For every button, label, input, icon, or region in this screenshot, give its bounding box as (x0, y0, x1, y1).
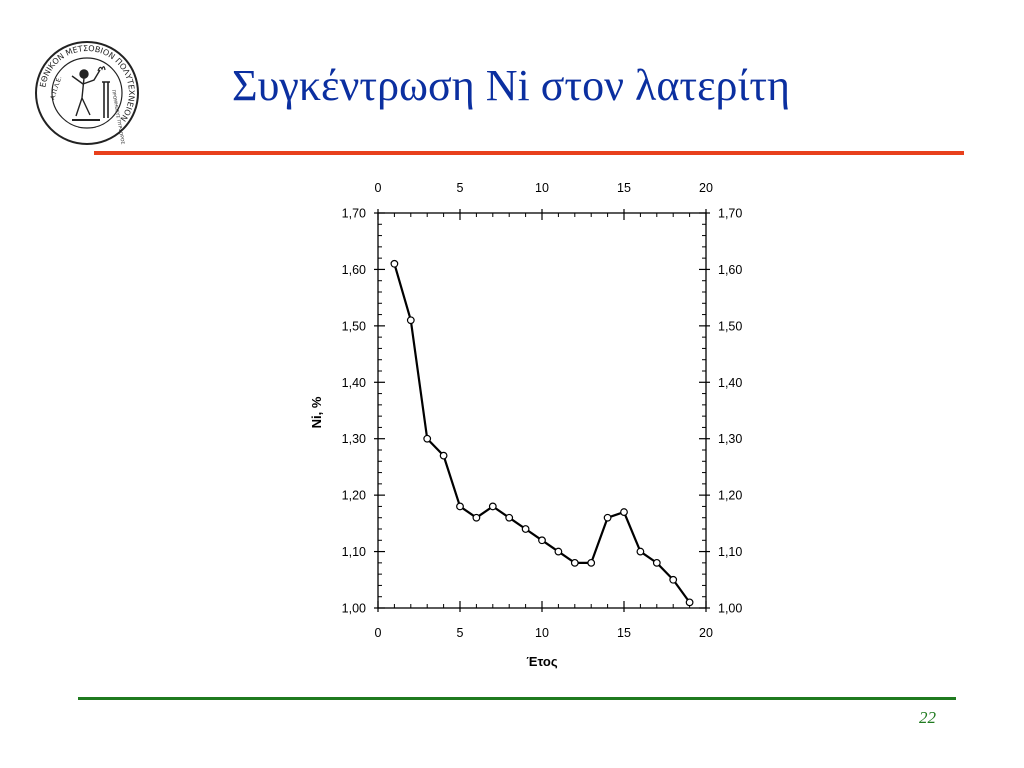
y-tick-label: 1,50 (342, 319, 366, 333)
data-point (423, 434, 432, 443)
y-tick-label-right: 1,30 (718, 432, 742, 446)
y-tick-label: 1,60 (342, 263, 366, 277)
data-point (406, 316, 415, 325)
data-point (456, 502, 464, 511)
y-tick-label: 1,40 (342, 376, 366, 390)
y-tick-label-right: 1,20 (718, 489, 742, 503)
data-point (472, 513, 481, 522)
prometheus-figure (71, 66, 110, 121)
data-point (652, 558, 661, 567)
plot-frame (377, 212, 707, 609)
page-number: 22 (919, 708, 936, 727)
data-point (390, 259, 399, 268)
y-tick-label-right: 1,50 (718, 319, 742, 333)
data-point (505, 513, 514, 522)
university-logo: ΕΘΝΙΚΟΝ ΜΕΤΣΟΒΙΟΝ ΠΟΛΥΤΕΧΝΕΙΟΝ Α.Π.Λ.Ε. … (35, 41, 139, 145)
data-point (636, 547, 645, 556)
data-point (669, 575, 678, 584)
data-point (538, 536, 546, 545)
data-point (620, 508, 628, 516)
data-point (570, 558, 579, 567)
x-tick-label: 15 (617, 626, 631, 640)
x-tick-label-top: 20 (699, 181, 713, 195)
x-tick-label: 20 (699, 626, 713, 640)
data-point (488, 502, 497, 511)
data-point (554, 547, 563, 556)
data-point (439, 451, 448, 460)
series-line (393, 263, 691, 604)
data-point (587, 558, 596, 567)
y-tick-label: 1,70 (342, 207, 366, 221)
x-tick-label: 5 (457, 626, 464, 640)
y-tick-label-right: 1,40 (718, 376, 742, 390)
x-tick-label-top: 15 (617, 181, 631, 195)
y-tick-label: 1,10 (342, 545, 366, 559)
slide-title: Συγκέντρωση Ni στον λατερίτη (232, 61, 791, 110)
x-tick-label: 0 (375, 626, 382, 640)
y-tick-label-right: 1,10 (718, 545, 742, 559)
x-axis-title: Έτος (526, 654, 557, 669)
y-axis-title: Ni, % (309, 396, 324, 428)
x-tick-label-top: 5 (457, 181, 464, 195)
data-point (685, 598, 694, 607)
y-tick-label: 1,30 (342, 432, 366, 446)
y-tick-label-right: 1,70 (718, 207, 742, 221)
x-tick-label-top: 10 (535, 181, 549, 195)
footer-divider (78, 697, 956, 700)
y-tick-label-right: 1,60 (718, 263, 742, 277)
y-tick-label: 1,20 (342, 489, 366, 503)
y-tick-label: 1,00 (342, 602, 366, 616)
title-underline (94, 151, 964, 155)
data-point (603, 513, 612, 522)
y-tick-label-right: 1,00 (718, 602, 742, 616)
x-tick-label-top: 0 (375, 181, 382, 195)
data-point (521, 525, 530, 533)
x-tick-label: 10 (535, 626, 549, 640)
